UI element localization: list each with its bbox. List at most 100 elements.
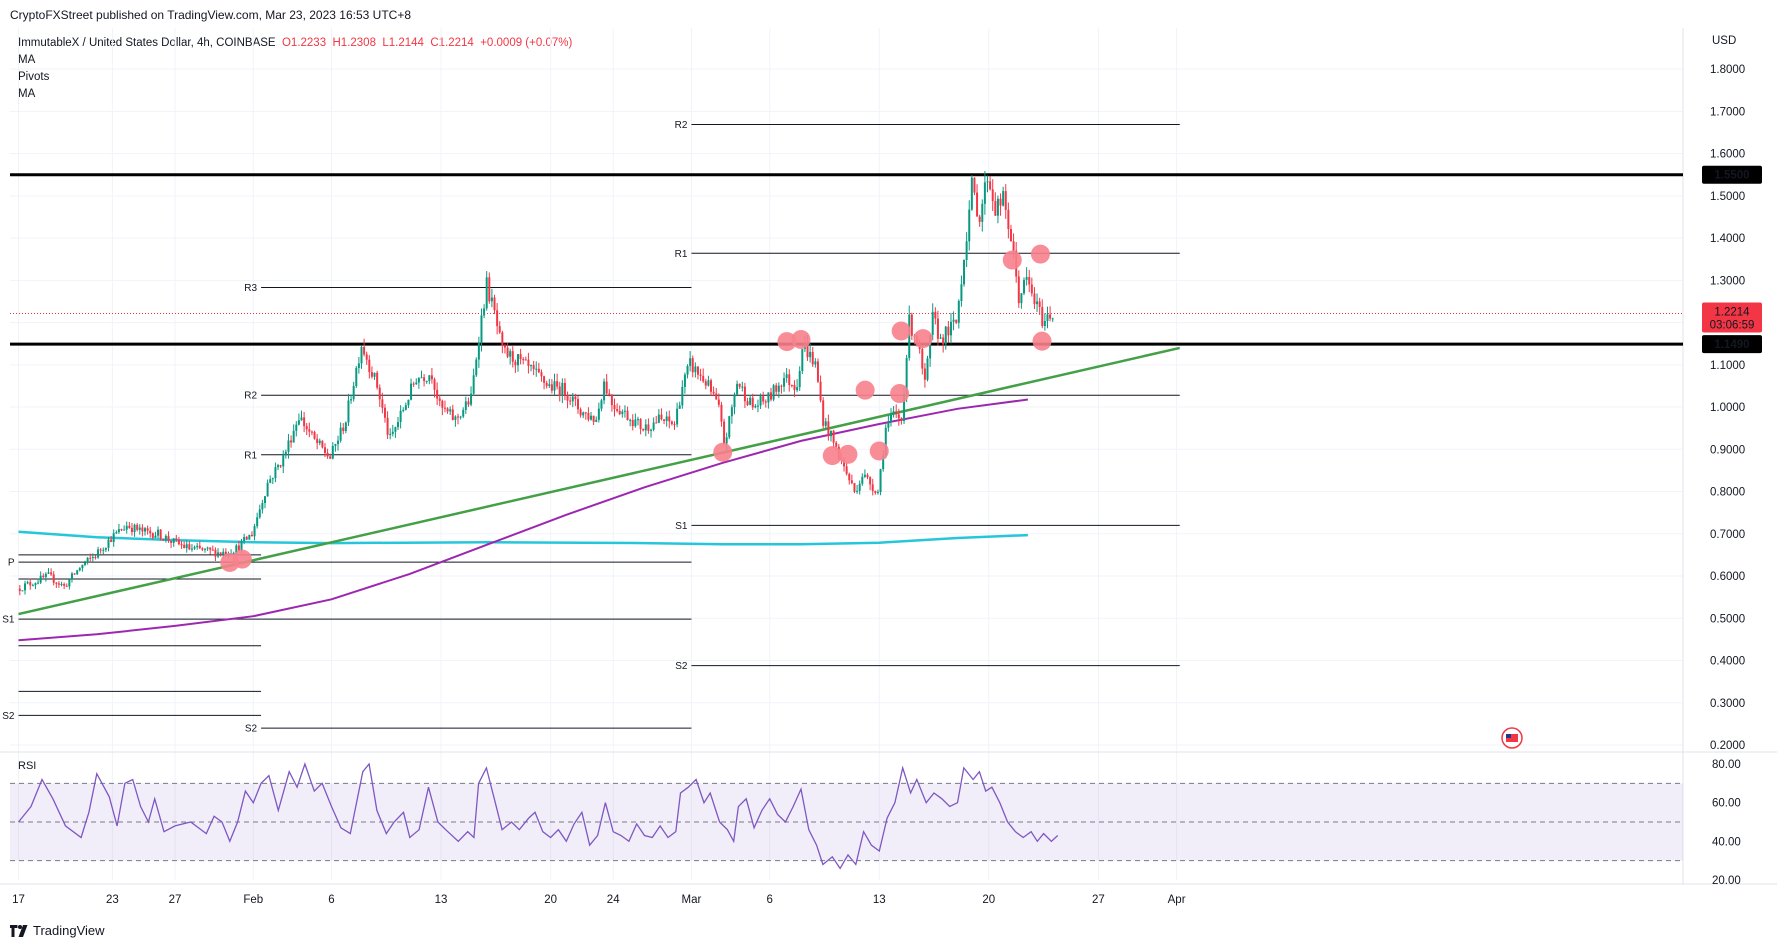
candle-body bbox=[623, 410, 626, 412]
candle-body bbox=[780, 385, 783, 387]
candle-body bbox=[561, 382, 564, 396]
rsi-label: RSI bbox=[18, 760, 37, 772]
candle-body bbox=[668, 416, 671, 422]
candle-body bbox=[751, 397, 754, 408]
legend-low: L1.2144 bbox=[382, 37, 424, 49]
candle-body bbox=[29, 582, 32, 586]
candle-body bbox=[931, 311, 934, 335]
candle-body bbox=[112, 533, 115, 542]
candle-body bbox=[365, 354, 368, 360]
highlight-marker bbox=[777, 332, 797, 352]
candle-body bbox=[923, 368, 926, 380]
candle-body bbox=[415, 382, 418, 385]
key-level-tag-label: 1.1490 bbox=[1714, 339, 1749, 351]
candle-body bbox=[644, 424, 647, 431]
candle-body bbox=[717, 399, 720, 405]
candle-body bbox=[571, 396, 574, 402]
candle-body bbox=[610, 394, 613, 406]
candle-body bbox=[180, 544, 183, 546]
candle-body bbox=[394, 427, 397, 432]
candle-body bbox=[462, 409, 465, 417]
candle-body bbox=[558, 386, 561, 396]
candle-body bbox=[55, 582, 58, 584]
legend-indicator-pivots[interactable]: Pivots bbox=[18, 71, 50, 83]
candle-body bbox=[806, 343, 809, 358]
candle-body bbox=[715, 393, 718, 400]
candle-body bbox=[475, 359, 478, 376]
candle-body bbox=[858, 483, 861, 491]
currency-label: USD bbox=[1712, 35, 1736, 47]
candle-body bbox=[154, 535, 157, 538]
candle-body bbox=[402, 409, 405, 411]
candle-body bbox=[224, 551, 227, 555]
candle-body bbox=[250, 534, 253, 537]
candle-body bbox=[663, 419, 666, 421]
candle-body bbox=[694, 366, 697, 373]
candle-body bbox=[1046, 314, 1049, 322]
candle-body bbox=[467, 401, 470, 405]
time-tick-label: 27 bbox=[169, 894, 182, 906]
candle-body bbox=[99, 549, 102, 551]
candle-body bbox=[665, 416, 668, 421]
candle-body bbox=[608, 393, 611, 395]
candle-body bbox=[960, 284, 963, 301]
candle-body bbox=[292, 430, 295, 443]
candle-body bbox=[576, 399, 579, 410]
candle-body bbox=[764, 401, 767, 403]
candle-body bbox=[876, 491, 879, 493]
key-level-tag bbox=[1702, 165, 1762, 184]
legend-indicator-ma-2[interactable]: MA bbox=[18, 88, 36, 100]
candle-body bbox=[963, 260, 966, 285]
price-tick-label: 1.6000 bbox=[1710, 149, 1745, 161]
candle-body bbox=[796, 387, 799, 391]
candle-body bbox=[816, 361, 819, 382]
candle-body bbox=[587, 412, 590, 420]
candle-body bbox=[670, 421, 673, 424]
candle-body bbox=[203, 548, 206, 550]
candle-body bbox=[175, 538, 178, 540]
candle-body bbox=[222, 551, 225, 555]
candle-body bbox=[743, 386, 746, 402]
candle-body bbox=[485, 277, 488, 309]
candle-body bbox=[261, 503, 264, 510]
candle-body bbox=[884, 427, 887, 456]
candle-body bbox=[827, 421, 830, 437]
legend-indicator-ma[interactable]: MA bbox=[18, 54, 36, 66]
economic-event-flag bbox=[1506, 734, 1518, 742]
candle-body bbox=[550, 384, 553, 391]
candle-body bbox=[172, 538, 175, 543]
candle-body bbox=[770, 392, 773, 400]
candle-body bbox=[874, 490, 877, 493]
candle-body bbox=[274, 467, 277, 479]
candle-body bbox=[44, 573, 47, 578]
candle-body bbox=[115, 532, 118, 534]
candle-body bbox=[590, 415, 593, 420]
candle-body bbox=[263, 496, 266, 504]
candle-body bbox=[736, 383, 739, 395]
candle-body bbox=[331, 445, 334, 459]
candle-body bbox=[1007, 209, 1010, 230]
candle-body bbox=[107, 539, 110, 548]
candle-body bbox=[691, 358, 694, 373]
candle-body bbox=[141, 527, 144, 532]
time-tick-label: Apr bbox=[1168, 894, 1186, 906]
candle-body bbox=[326, 452, 329, 457]
candle-body bbox=[94, 556, 97, 558]
time-tick-label: 24 bbox=[607, 894, 620, 906]
candle-body bbox=[863, 474, 866, 477]
candle-body bbox=[1036, 301, 1039, 305]
candle-body bbox=[582, 412, 585, 416]
publisher-caption: CryptoFXStreet published on TradingView.… bbox=[10, 8, 411, 22]
candle-body bbox=[144, 528, 147, 532]
candle-body bbox=[889, 414, 892, 422]
footer-text: TradingView bbox=[33, 923, 105, 938]
candle-body bbox=[248, 534, 251, 540]
candle-body bbox=[24, 583, 27, 591]
candle-body bbox=[869, 477, 872, 485]
candle-body bbox=[921, 348, 924, 369]
candle-body bbox=[621, 411, 624, 415]
pivot-label: S2 bbox=[2, 711, 15, 722]
candle-body bbox=[790, 385, 793, 387]
candle-body bbox=[498, 326, 501, 333]
